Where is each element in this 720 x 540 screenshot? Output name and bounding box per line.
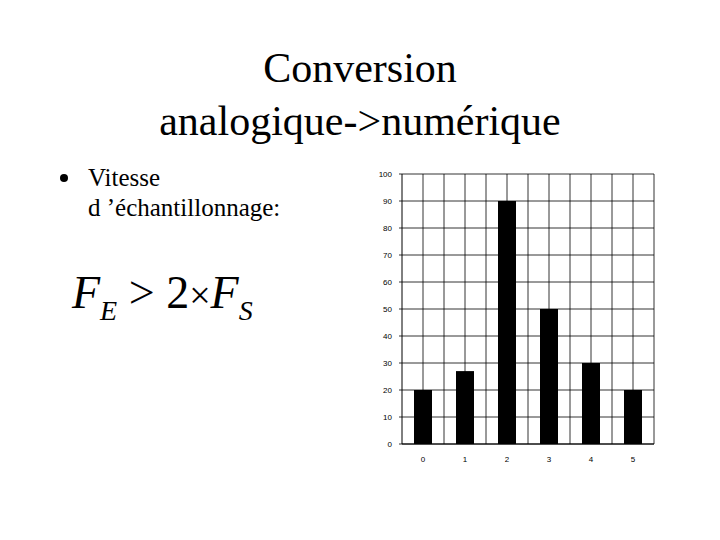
bullet-dot — [60, 174, 68, 182]
grid-line — [402, 282, 654, 283]
formula-part: F — [71, 267, 101, 318]
grid-line — [402, 309, 654, 310]
x-tick-label: 4 — [589, 455, 594, 464]
y-tick-label: 90 — [383, 197, 392, 206]
grid-line — [402, 174, 654, 175]
x-tick-label: 2 — [505, 455, 510, 464]
grid-line — [402, 417, 654, 418]
slide: Conversion analogique->numérique Vitesse d … — [0, 0, 720, 540]
x-tick-label: 5 — [631, 455, 636, 464]
grid-line — [402, 201, 654, 202]
formula-part: E — [99, 295, 117, 326]
formula-part: > — [117, 267, 166, 318]
grid-line — [402, 228, 654, 229]
grid-line — [402, 255, 654, 256]
y-tick-label: 0 — [388, 440, 393, 449]
bullet-text: Vitesse — [88, 164, 160, 191]
formula-part: F — [210, 267, 240, 318]
y-tick-label: 70 — [383, 251, 392, 260]
chart: 0 10 20 30 40 50 60 70 80 90 100 0 1 2 3 4 5 — [379, 170, 654, 464]
y-tick-label: 10 — [383, 413, 392, 422]
grid-line — [402, 390, 654, 391]
x-tick-label: 0 — [421, 455, 426, 464]
grid-line — [402, 444, 654, 445]
bar — [498, 201, 516, 444]
slide-title: Conversion — [263, 45, 457, 91]
x-tick-label: 1 — [463, 455, 468, 464]
y-tick-label: 50 — [383, 305, 392, 314]
formula-part: S — [239, 295, 253, 326]
bar — [456, 371, 474, 444]
y-tick-label: 20 — [383, 386, 392, 395]
bullet-text: d ’échantillonnage: — [88, 194, 280, 221]
bar — [624, 390, 642, 444]
x-tick-label: 3 — [547, 455, 552, 464]
bar — [540, 309, 558, 444]
formula-part: 2 — [166, 267, 189, 318]
bar — [582, 363, 600, 444]
formula: FE > 2×FS — [71, 267, 253, 326]
x-axis — [402, 444, 654, 445]
y-tick-label: 30 — [383, 359, 392, 368]
formula-part: × — [189, 274, 210, 316]
y-axis — [402, 174, 403, 444]
y-tick-label: 100 — [379, 170, 393, 179]
y-tick-label: 60 — [383, 278, 392, 287]
bar — [414, 390, 432, 444]
slide-title: analogique->numérique — [159, 98, 561, 144]
grid-line — [402, 363, 654, 364]
grid-line — [402, 336, 654, 337]
bars — [414, 201, 642, 444]
y-tick-label: 80 — [383, 224, 392, 233]
y-tick-label: 40 — [383, 332, 392, 341]
